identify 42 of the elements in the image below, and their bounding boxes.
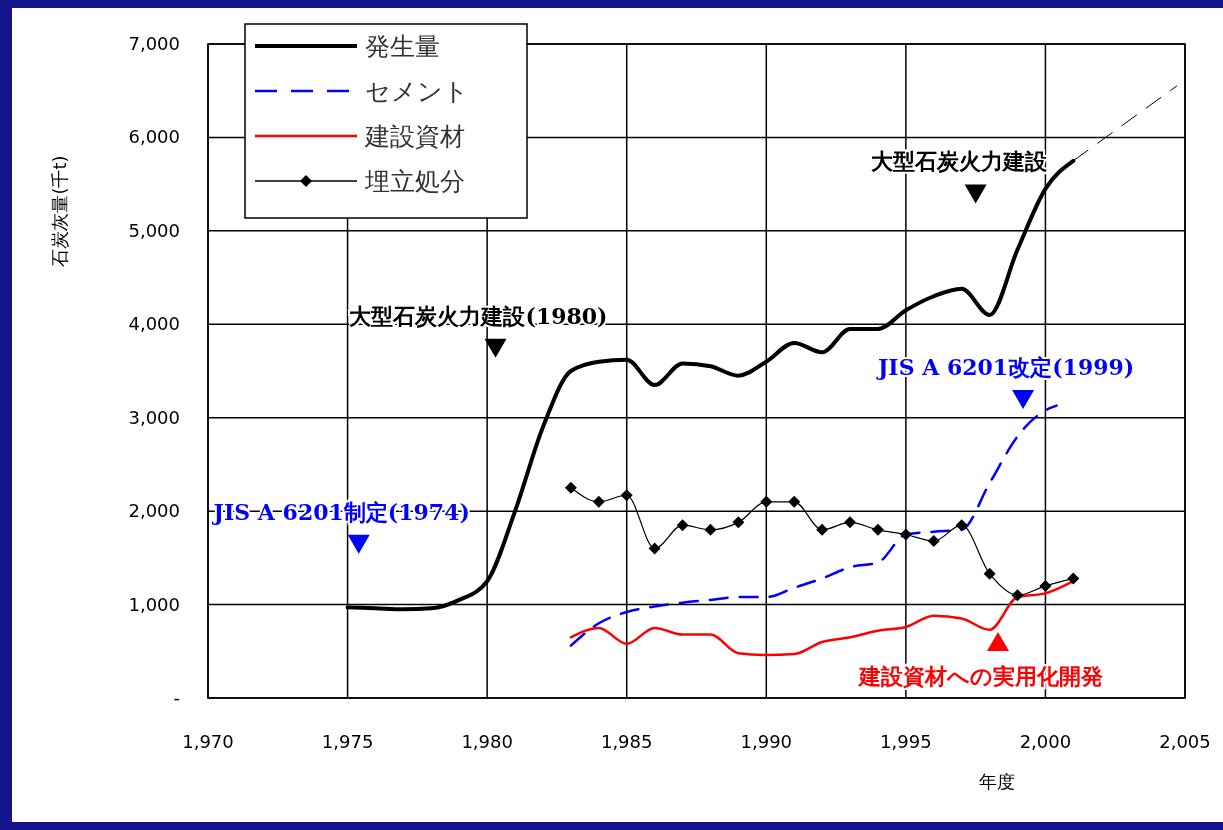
point <box>983 567 996 580</box>
point <box>927 535 940 548</box>
y-tick-label: 4,000 <box>128 313 180 335</box>
point <box>1039 579 1052 592</box>
y-tick-label: 1,000 <box>128 593 180 615</box>
y-tick-label: - <box>173 687 180 708</box>
point <box>760 495 773 508</box>
y-axis-title: 石炭灰量(千t) <box>49 155 70 267</box>
point <box>676 519 689 532</box>
point <box>816 523 829 536</box>
y-tick-label: 6,000 <box>128 126 180 148</box>
y-tick-label: 5,000 <box>128 219 180 241</box>
point <box>955 519 968 532</box>
point <box>648 542 661 555</box>
legend-label: 埋立処分 <box>364 167 465 196</box>
point <box>732 516 745 529</box>
x-tick-label: 2,005 <box>1159 731 1211 752</box>
x-tick-label: 1,995 <box>880 731 932 752</box>
line-series <box>569 404 1058 647</box>
point <box>704 523 717 536</box>
point <box>871 523 884 536</box>
point <box>620 489 633 502</box>
x-tick-label: 1,985 <box>600 731 653 752</box>
point <box>1067 572 1080 585</box>
point <box>788 495 801 508</box>
point <box>1011 589 1024 602</box>
point <box>899 528 912 541</box>
legend-label: セメント <box>365 77 469 106</box>
point <box>564 481 577 494</box>
x-tick-label: 1,975 <box>321 731 374 752</box>
x-tick-label: 1,980 <box>461 731 513 752</box>
y-tick-label: 7,000 <box>128 33 180 54</box>
y-tick-label: 3,000 <box>128 406 180 428</box>
x-tick-label: 1,990 <box>740 731 793 752</box>
legend-label: 建設資材 <box>364 122 465 151</box>
x-axis-title: 年度 <box>978 771 1015 792</box>
point <box>592 495 605 508</box>
legend-label: 発生量 <box>365 32 440 61</box>
x-tick-label: 1,970 <box>182 731 234 752</box>
x-tick-label: 2,000 <box>1019 731 1072 752</box>
point <box>844 516 857 529</box>
y-tick-label: 2,000 <box>128 500 180 522</box>
